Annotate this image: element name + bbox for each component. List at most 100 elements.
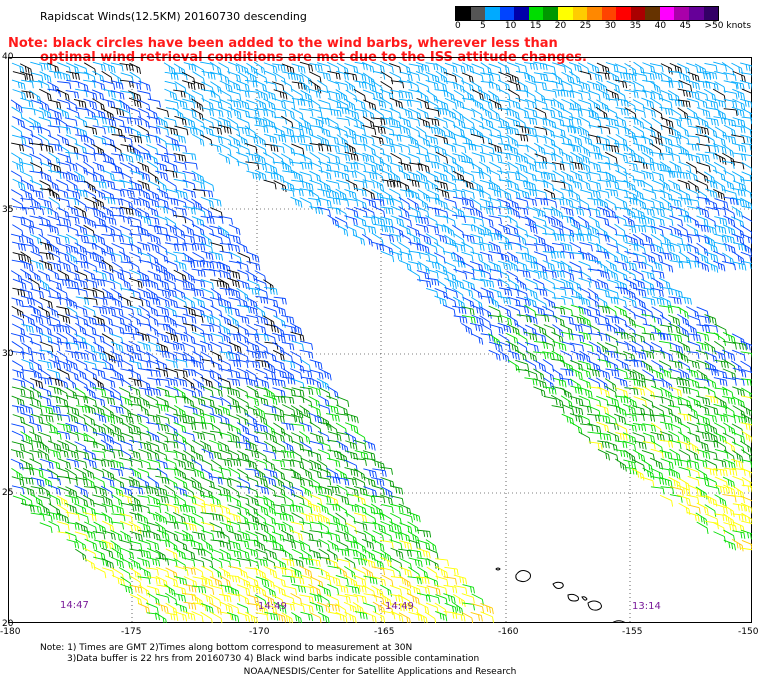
wind-barb [191, 98, 204, 112]
wind-barb [39, 88, 52, 101]
wind-barb [354, 80, 367, 89]
wind-barb [156, 232, 171, 242]
wind-barb [210, 260, 225, 270]
wind-barb [147, 98, 161, 108]
wind-barb [181, 71, 196, 85]
wind-barb [560, 206, 574, 217]
wind-barb [244, 79, 258, 88]
wind-barb [65, 98, 78, 112]
wind-barb [372, 70, 386, 80]
wind-barb [147, 386, 161, 397]
wind-barb [65, 90, 79, 99]
wind-barb [632, 142, 646, 153]
wind-barb [164, 99, 179, 109]
wind-barb [280, 80, 293, 92]
wind-barb [173, 592, 186, 602]
wind-barb [272, 378, 286, 388]
wind-barb [587, 90, 601, 101]
wind-barb [164, 126, 179, 136]
wind-barb [334, 216, 348, 229]
wind-barb [651, 107, 663, 120]
wind-barb [318, 476, 332, 486]
wind-barb [138, 448, 152, 460]
wind-barb [723, 80, 738, 90]
wind-barb [730, 360, 743, 374]
wind-barb [236, 441, 251, 450]
wind-barb [677, 99, 691, 108]
wind-barb [642, 287, 655, 297]
wind-barb [372, 97, 387, 109]
wind-barb [559, 387, 573, 400]
wind-barb [272, 71, 286, 85]
wind-barb [704, 63, 718, 72]
wind-barb [471, 126, 484, 140]
wind-barb [165, 359, 178, 369]
wind-barb [462, 584, 475, 594]
wind-barb [254, 71, 268, 84]
wind-barb [713, 98, 727, 108]
wind-barb [182, 98, 196, 109]
wind-barb [641, 396, 654, 409]
wind-barb [559, 242, 573, 252]
wind-barb [640, 180, 654, 193]
wind-barb [687, 125, 702, 135]
wind-barb [363, 80, 377, 93]
wind-barb [353, 179, 368, 189]
wind-barb [291, 107, 304, 120]
wind-barb [273, 512, 288, 521]
wind-barb [379, 152, 393, 163]
wind-barb [389, 97, 403, 109]
wind-barb [389, 89, 404, 99]
wind-barb [120, 477, 134, 487]
wind-barb [110, 468, 124, 477]
wind-barb [741, 88, 752, 94]
hawaii-island-outline [552, 581, 564, 589]
legend-swatch [689, 7, 704, 20]
wind-barb [11, 241, 26, 252]
wind-barb [399, 71, 413, 82]
lat-label-30: 30 [2, 349, 14, 359]
wind-barb [47, 116, 61, 126]
wind-barb [506, 332, 519, 345]
wind-barb [714, 216, 728, 226]
wind-barb [624, 63, 637, 76]
wind-barb [687, 459, 700, 469]
wind-barb [696, 153, 710, 162]
wind-barb [316, 62, 332, 73]
wind-barb [380, 81, 394, 95]
wind-barb [92, 61, 106, 72]
wind-barb [588, 152, 603, 161]
wind-barb [263, 98, 276, 111]
wind-barb [370, 179, 384, 191]
wind-barb [119, 457, 133, 467]
wind-barb [326, 404, 339, 414]
wind-barb [362, 457, 376, 466]
wind-barb [498, 88, 511, 101]
wind-barb [48, 70, 62, 80]
wind-barb [362, 179, 375, 189]
wind-barb [21, 125, 34, 138]
wind-barb [37, 359, 52, 369]
wind-barb [253, 323, 267, 334]
wind-barb [568, 279, 582, 291]
wind-barb [308, 450, 322, 461]
wind-barb [649, 315, 663, 326]
wind-barb [264, 413, 280, 422]
wind-barb [649, 63, 664, 73]
wind-barb [705, 99, 719, 109]
wind-barb [12, 405, 25, 414]
wind-barb [660, 80, 674, 89]
wind-barb [155, 486, 168, 497]
wind-barb [623, 341, 637, 354]
wind-barb [316, 459, 328, 473]
wind-barb [677, 88, 691, 98]
wind-barb [264, 133, 278, 144]
wind-barb [615, 458, 627, 472]
wind-barb [183, 504, 197, 514]
lat-label-40: 40 [2, 52, 14, 62]
wind-barb [640, 476, 655, 487]
wind-barb [677, 484, 691, 497]
wind-barb [345, 108, 360, 120]
wind-barb [209, 61, 222, 75]
wind-barb [93, 441, 106, 453]
